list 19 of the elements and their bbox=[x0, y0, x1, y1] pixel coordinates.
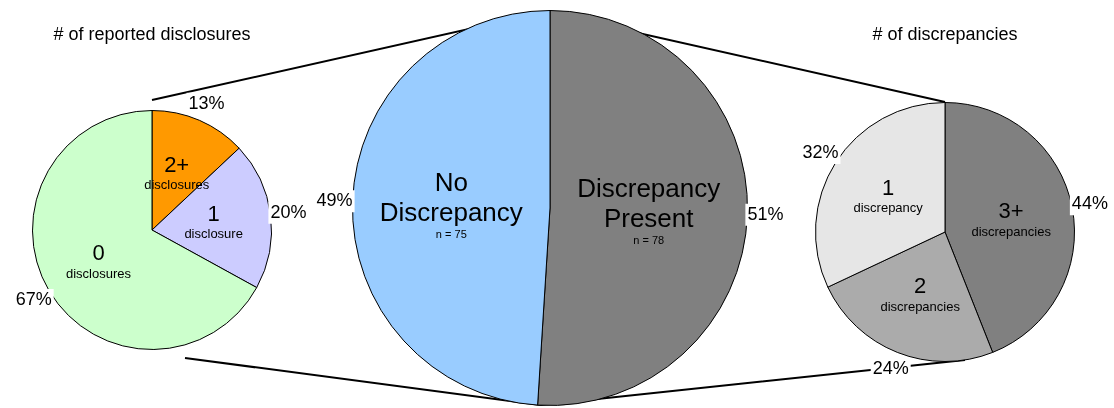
data-label: 24% bbox=[872, 358, 909, 379]
chart-title: # of discrepancies bbox=[872, 23, 1018, 44]
chart-title: # of reported disclosures bbox=[53, 23, 251, 44]
data-label: 44% bbox=[1071, 193, 1108, 214]
text: n = 78 bbox=[633, 234, 665, 247]
slice-label: Discrepancy Present bbox=[577, 173, 721, 233]
text: n = 75 bbox=[435, 227, 467, 240]
slice-label: 3+ discrepancies bbox=[971, 197, 1052, 239]
slice-label: 1 discrepancy bbox=[853, 174, 924, 216]
slice-label: No Discrepancy bbox=[379, 166, 523, 227]
slice-label: 0 disclosures bbox=[66, 240, 132, 281]
data-label: 13% bbox=[188, 92, 225, 113]
data-label: 32% bbox=[802, 141, 839, 162]
slice-label: 2 discrepancies bbox=[880, 273, 961, 314]
data-label: 49% bbox=[316, 190, 353, 211]
data-label: 67% bbox=[15, 288, 52, 309]
data-label: 20% bbox=[270, 201, 307, 222]
data-label: 51% bbox=[747, 203, 784, 224]
slice-label: 1 disclosure bbox=[184, 200, 243, 242]
